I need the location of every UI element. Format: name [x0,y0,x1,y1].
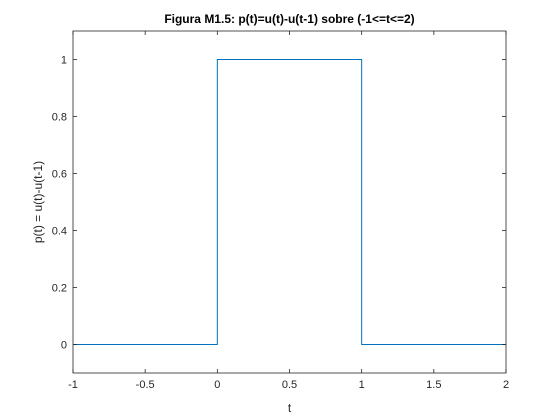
x-tick-label: 0 [214,379,220,391]
x-tick-label: -1 [68,379,78,391]
y-tick-label: 0.2 [52,283,67,295]
ticks-layer: -1 -0.5 0 0.5 1 1.5 2 0 0.2 0.4 0.6 0.8 1 [52,31,509,391]
y-tick-label: 0 [61,340,67,352]
series-line [73,59,506,345]
x-tick-label: -0.5 [136,379,155,391]
x-tick-label: 0.5 [282,379,297,391]
x-tick-label: 2 [503,379,509,391]
y-tick-label: 1 [61,55,67,67]
x-tick-label: 1.5 [426,379,441,391]
plot-area [73,31,506,373]
x-tick-label: 1 [359,379,365,391]
x-axis-label: t [288,401,292,415]
chart-title: Figura M1.5: p(t)=u(t)-u(t-1) sobre (-1<… [164,12,414,26]
y-tick-label: 0.6 [52,169,67,181]
y-tick-label: 0.4 [52,226,67,238]
y-tick-label: 0.8 [52,112,67,124]
y-axis-label: p(t) = u(t)-u(t-1) [31,161,45,243]
series-layer [73,59,506,345]
